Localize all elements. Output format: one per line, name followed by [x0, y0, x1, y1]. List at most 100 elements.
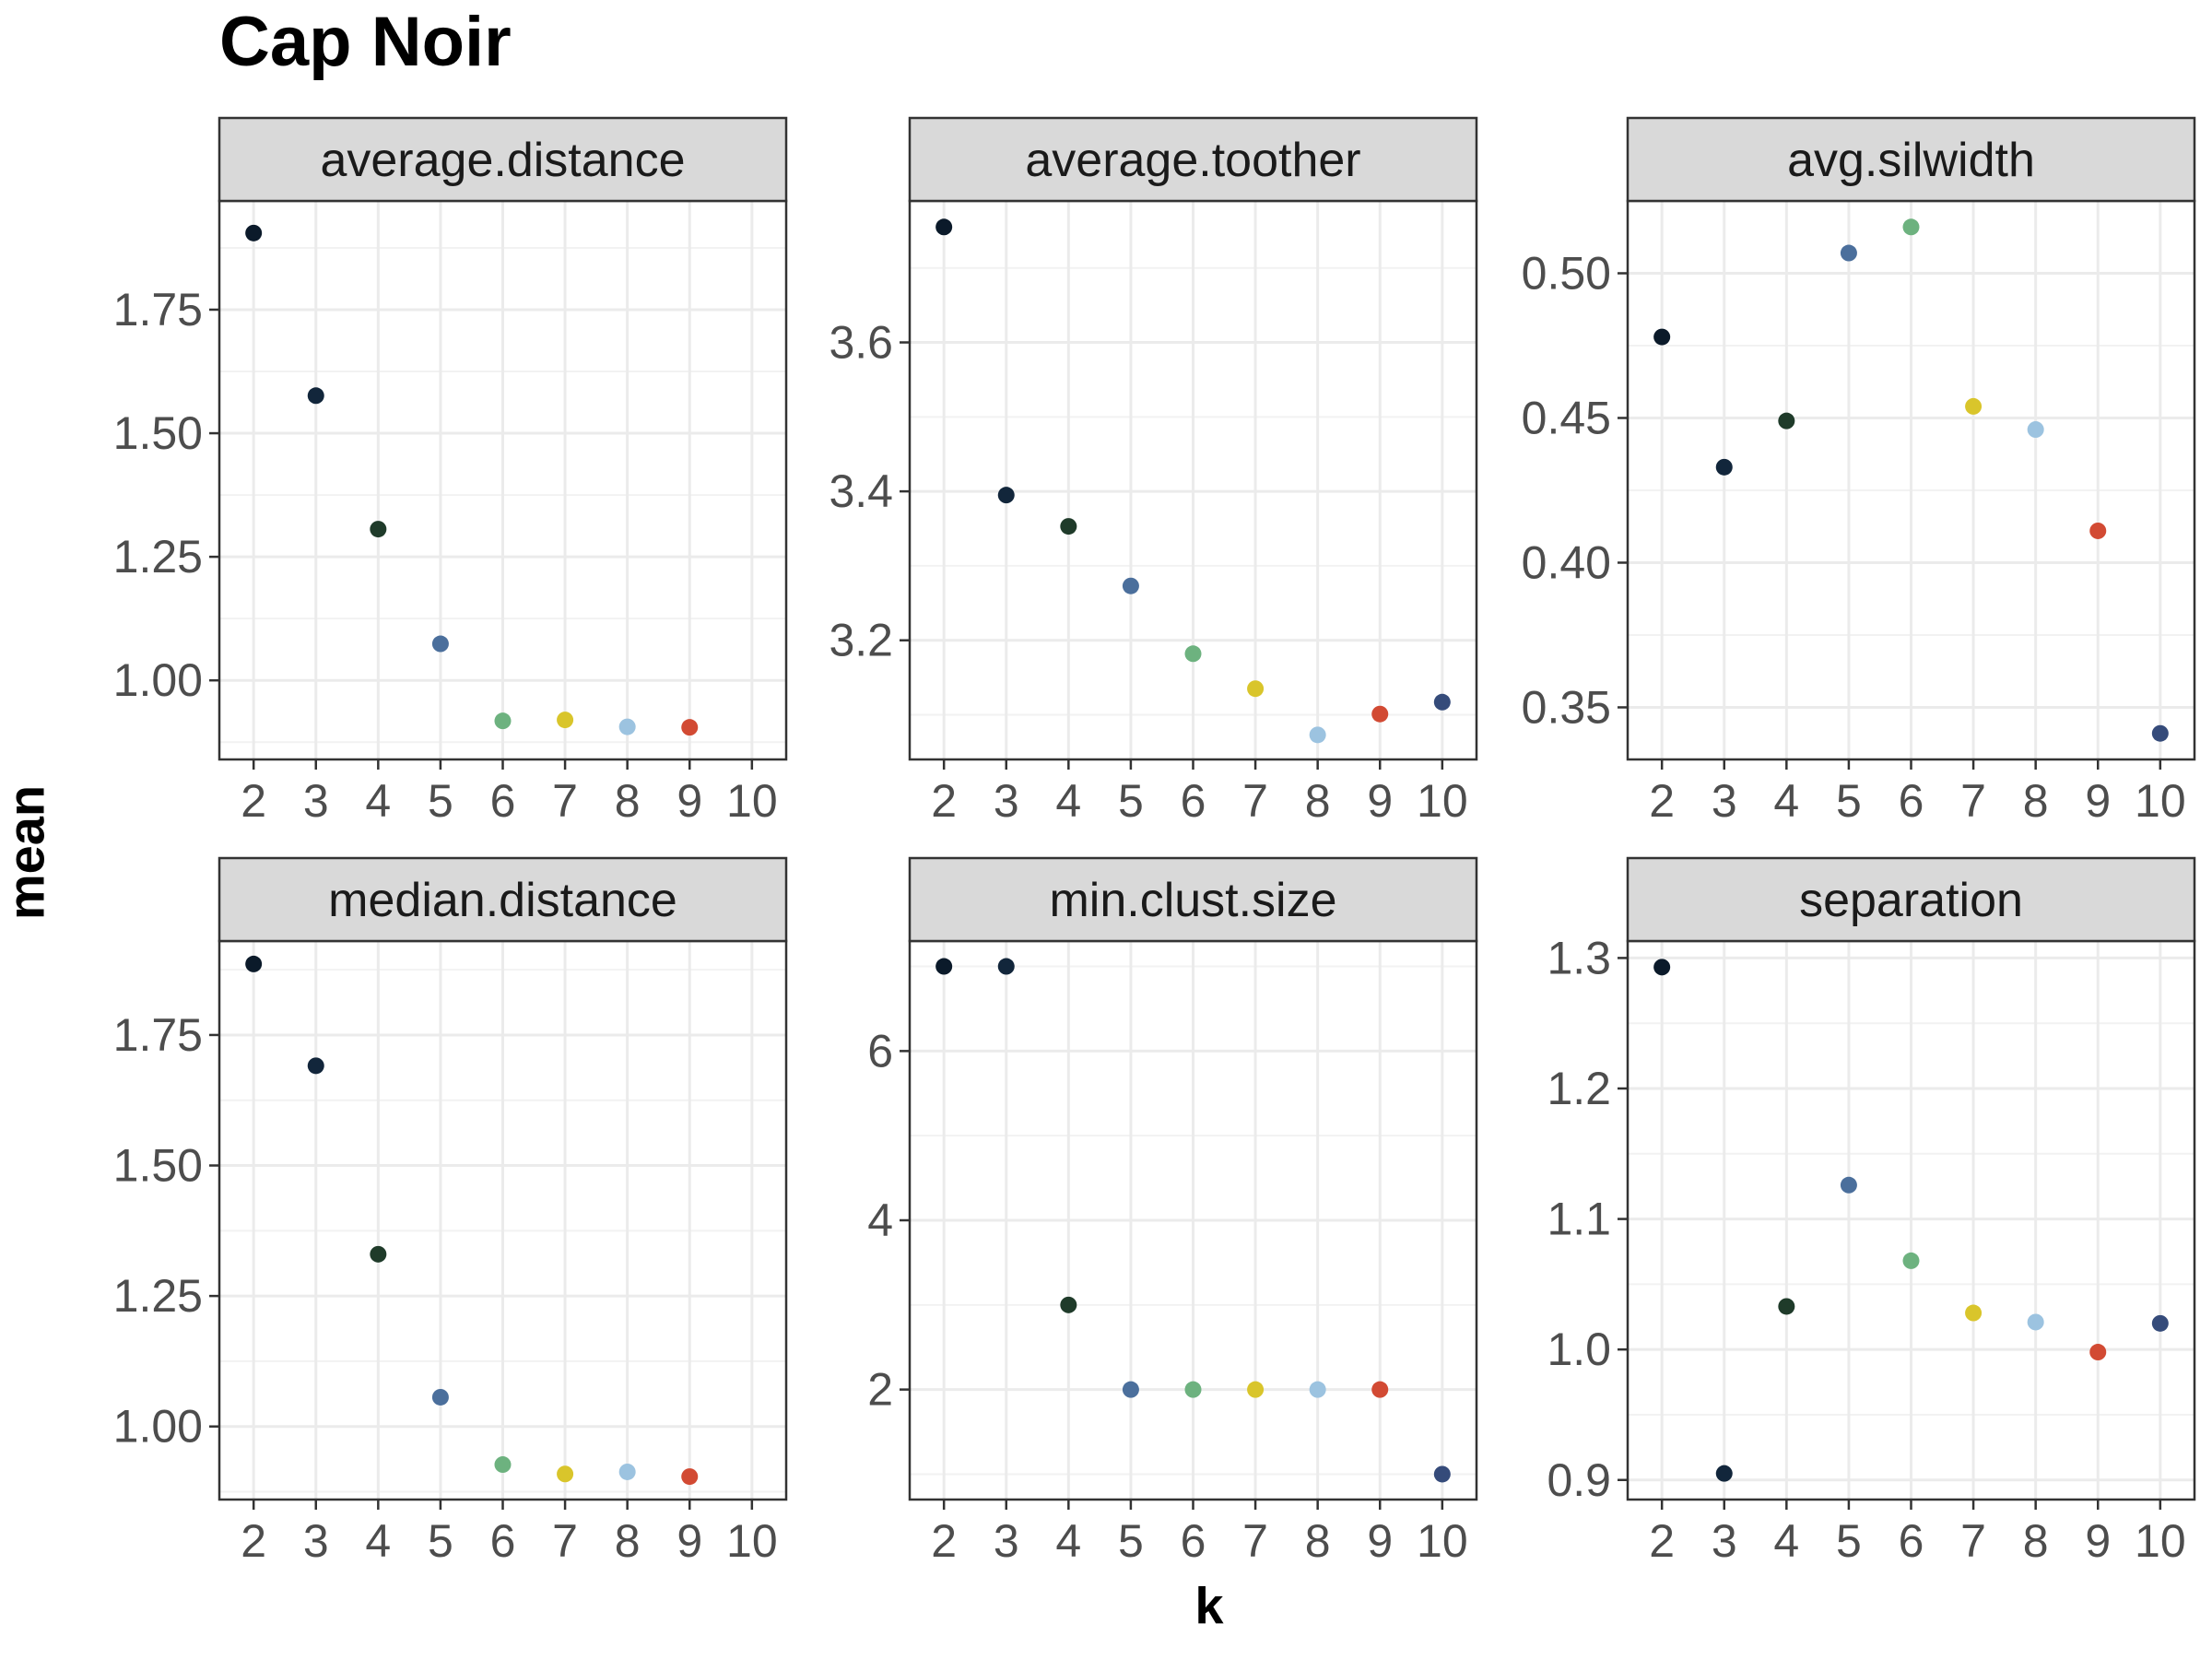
- data-point: [1309, 1381, 1326, 1398]
- x-tick-label: 10: [2135, 1515, 2186, 1567]
- x-tick-label: 5: [1118, 775, 1144, 827]
- x-tick-label: 6: [490, 775, 516, 827]
- data-point: [1965, 397, 1983, 415]
- y-tick-label: 1.2: [1547, 1063, 1611, 1114]
- data-point: [2027, 421, 2044, 439]
- x-tick-label: 2: [1649, 775, 1675, 827]
- x-tick-label: 6: [1899, 775, 1924, 827]
- strip-label: average.distance: [320, 134, 685, 187]
- data-point: [1653, 328, 1671, 346]
- x-tick-label: 4: [1055, 1515, 1081, 1567]
- y-tick-label: 1.3: [1547, 932, 1611, 983]
- x-tick-label: 6: [1181, 1515, 1206, 1567]
- data-point: [1060, 1296, 1077, 1313]
- strip-background: [218, 116, 788, 203]
- x-tick-label: 4: [1055, 775, 1081, 827]
- data-point: [681, 1468, 699, 1486]
- x-axis-label: k: [1194, 1576, 1224, 1635]
- data-point: [245, 224, 263, 241]
- panel-0: average.distance 2 3 4 5 6 7 8 9 10 1.00 1.25 1.50 1.…: [113, 116, 788, 827]
- data-point: [2027, 1313, 2044, 1331]
- x-tick-label: 4: [365, 1515, 391, 1567]
- x-tick-label: 3: [994, 1515, 1019, 1567]
- x-tick-label: 3: [1712, 775, 1737, 827]
- data-point: [431, 635, 449, 653]
- x-tick-label: 3: [303, 1515, 329, 1567]
- x-tick-label: 2: [931, 1515, 957, 1567]
- x-tick-label: 6: [1181, 775, 1206, 827]
- y-tick-label: 1.25: [113, 1270, 203, 1322]
- data-point: [1371, 1381, 1389, 1398]
- data-point: [307, 1057, 324, 1075]
- data-point: [1965, 1304, 1983, 1322]
- data-point: [494, 1456, 512, 1474]
- y-tick-label: 0.35: [1522, 681, 1611, 733]
- panel-1: average.toother 2 3 4 5 6 7 8 9 10 3.2 3.4 3.6: [829, 116, 1478, 827]
- data-point: [1309, 726, 1326, 744]
- x-tick-label: 9: [677, 1515, 702, 1567]
- y-tick-label: 1.1: [1547, 1194, 1611, 1245]
- data-point: [618, 718, 636, 735]
- x-tick-label: 7: [1960, 1515, 1986, 1567]
- y-tick-label: 0.9: [1547, 1454, 1611, 1506]
- x-tick-label: 10: [1417, 1515, 1468, 1567]
- y-tick-label: 3.4: [829, 465, 893, 517]
- x-tick-label: 4: [365, 775, 391, 827]
- y-tick-label: 3.2: [829, 615, 893, 666]
- x-tick-label: 6: [490, 1515, 516, 1567]
- x-tick-label: 5: [1836, 1515, 1862, 1567]
- data-point: [557, 1465, 574, 1483]
- data-point: [1184, 645, 1202, 663]
- x-tick-label: 10: [726, 775, 778, 827]
- x-tick-label: 10: [1417, 775, 1468, 827]
- data-point: [1840, 244, 1857, 262]
- data-point: [997, 958, 1015, 975]
- strip-label: separation: [1799, 874, 2023, 927]
- data-point: [307, 387, 324, 405]
- data-point: [1247, 1381, 1265, 1398]
- x-tick-label: 9: [1367, 775, 1393, 827]
- x-tick-label: 7: [552, 1515, 578, 1567]
- x-tick-label: 8: [615, 1515, 641, 1567]
- y-tick-label: 1.75: [113, 1009, 203, 1061]
- x-tick-label: 5: [1836, 775, 1862, 827]
- x-tick-label: 10: [726, 1515, 778, 1567]
- y-tick-label: 3.6: [829, 317, 893, 369]
- x-tick-label: 2: [241, 775, 266, 827]
- x-tick-label: 8: [1305, 1515, 1331, 1567]
- data-point: [1902, 218, 1920, 236]
- strip-background: [1626, 856, 2196, 943]
- data-point: [618, 1463, 636, 1480]
- y-tick-label: 6: [867, 1025, 893, 1077]
- strip-background: [218, 856, 788, 943]
- x-tick-label: 3: [1712, 1515, 1737, 1567]
- x-tick-label: 3: [994, 775, 1019, 827]
- data-point: [1371, 705, 1389, 723]
- chart-title: Cap Noir: [219, 3, 512, 81]
- x-tick-label: 2: [1649, 1515, 1675, 1567]
- y-tick-label: 0.45: [1522, 392, 1611, 443]
- x-tick-label: 7: [1242, 1515, 1268, 1567]
- x-tick-label: 9: [1367, 1515, 1393, 1567]
- data-point: [1715, 1465, 1733, 1482]
- x-tick-label: 7: [1242, 775, 1268, 827]
- data-point: [1433, 693, 1451, 711]
- x-tick-label: 9: [2085, 775, 2111, 827]
- strip-background: [908, 856, 1478, 943]
- y-tick-label: 0.40: [1522, 536, 1611, 588]
- data-point: [935, 958, 953, 975]
- panel-3: median.distance 2 3 4 5 6 7 8 9 10 1.00 1.25 1.50 1.7…: [113, 856, 788, 1567]
- data-point: [370, 521, 387, 538]
- x-tick-label: 5: [1118, 1515, 1144, 1567]
- y-tick-label: 1.75: [113, 284, 203, 335]
- data-point: [2089, 522, 2107, 539]
- strip-background: [1626, 116, 2196, 203]
- y-tick-label: 4: [867, 1194, 893, 1246]
- y-tick-label: 1.50: [113, 1140, 203, 1192]
- x-tick-label: 9: [2085, 1515, 2111, 1567]
- data-point: [2151, 1314, 2169, 1332]
- data-point: [557, 712, 574, 729]
